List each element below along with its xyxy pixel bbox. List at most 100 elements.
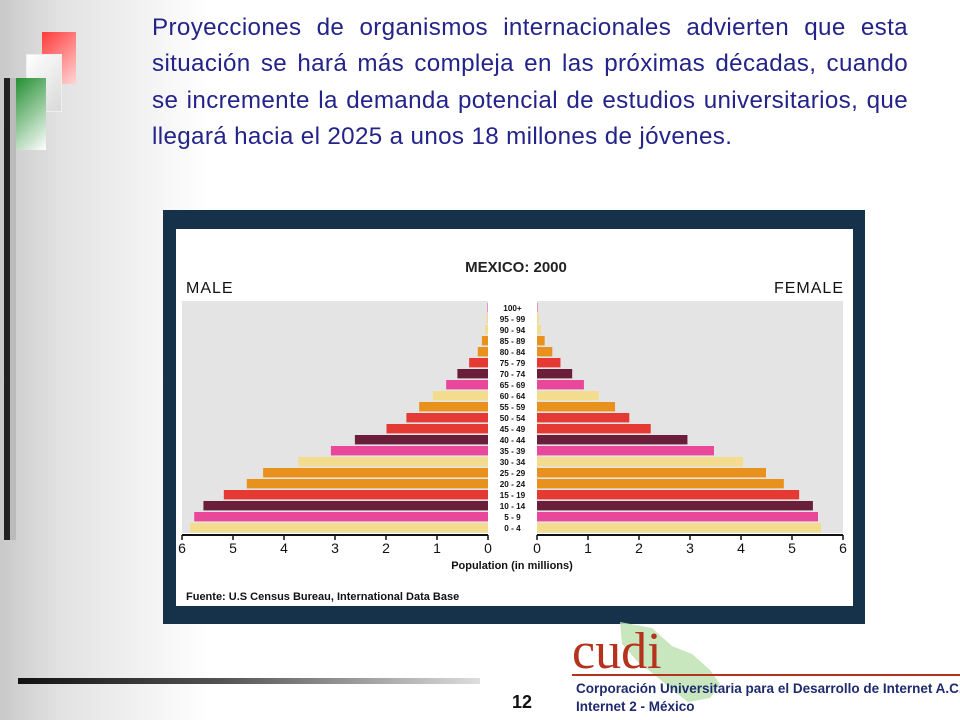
male-bar xyxy=(194,512,489,522)
axis-tick-label: 2 xyxy=(635,540,643,556)
male-bar xyxy=(446,380,488,390)
age-group-label: 85 - 89 xyxy=(500,337,526,346)
male-bar xyxy=(419,402,488,412)
axis-tick-label: 5 xyxy=(788,540,796,556)
axis-tick-label: 3 xyxy=(686,540,694,556)
female-bar xyxy=(537,501,813,511)
slide-paragraph: Proyecciones de organismos internacional… xyxy=(152,14,908,150)
female-bar xyxy=(537,435,688,445)
age-group-label: 10 - 14 xyxy=(500,502,526,511)
male-bar xyxy=(486,314,488,324)
age-group-label: 95 - 99 xyxy=(500,315,526,324)
axis-tick-label: 4 xyxy=(280,540,288,556)
male-bar xyxy=(203,501,489,511)
male-bar xyxy=(487,303,488,313)
age-group-labels: 100+ 95 - 99 90 - 94 85 - 89 80 - 84 75 - 79 7… xyxy=(500,304,526,533)
female-bar xyxy=(537,391,599,401)
female-bar xyxy=(537,380,584,390)
logo-line2: Internet 2 - México xyxy=(576,699,695,714)
age-group-label: 70 - 74 xyxy=(500,370,526,379)
female-bar xyxy=(537,424,651,434)
axis-tick-label: 0 xyxy=(484,540,492,556)
male-bar xyxy=(469,358,488,368)
axis-tick-label: 0 xyxy=(533,540,541,556)
age-group-label: 50 - 54 xyxy=(500,414,526,423)
male-bars xyxy=(190,303,489,533)
male-bar xyxy=(298,457,488,467)
male-bar xyxy=(432,391,488,401)
mexico-map-icon xyxy=(620,622,720,702)
cudi-logo-graphic: cudi Corporación Universitaria para el D… xyxy=(572,622,960,714)
x-axis-label: Population (in millions) xyxy=(451,560,573,572)
female-bar xyxy=(537,468,766,478)
age-group-label: 65 - 69 xyxy=(500,381,526,390)
female-bar xyxy=(537,325,542,335)
chart-source: Fuente: U.S Census Bureau, International… xyxy=(186,591,459,603)
axis-tick-label: 2 xyxy=(382,540,390,556)
female-bar xyxy=(537,446,714,456)
female-bar xyxy=(537,336,545,346)
age-group-label: 0 - 4 xyxy=(504,524,521,533)
male-bar xyxy=(330,446,488,456)
axis-tick-label: 4 xyxy=(737,540,745,556)
footer-divider xyxy=(18,678,480,684)
male-bar xyxy=(406,413,488,423)
female-bar xyxy=(537,402,616,412)
cudi-logo: cudi Corporación Universitaria para el D… xyxy=(560,618,960,720)
male-bar xyxy=(386,424,488,434)
age-group-label: 15 - 19 xyxy=(500,491,526,500)
male-bar xyxy=(484,325,488,335)
female-bar xyxy=(537,347,553,357)
female-bar xyxy=(537,358,561,368)
female-bar xyxy=(537,479,784,489)
axis-tick-label: 6 xyxy=(839,540,847,556)
axis-tick-label: 6 xyxy=(178,540,186,556)
age-group-label: 100+ xyxy=(503,304,522,313)
male-bar xyxy=(457,369,488,379)
age-group-label: 75 - 79 xyxy=(500,359,526,368)
age-group-label: 25 - 29 xyxy=(500,469,526,478)
age-group-label: 30 - 34 xyxy=(500,458,526,467)
age-group-label: 40 - 44 xyxy=(500,436,526,445)
male-bar xyxy=(477,347,488,357)
decorative-vertical-line-shadow xyxy=(10,78,16,540)
female-bar xyxy=(537,457,744,467)
age-group-label: 35 - 39 xyxy=(500,447,526,456)
axis-tick-label: 5 xyxy=(229,540,237,556)
axis-tick-label: 1 xyxy=(584,540,592,556)
female-bar xyxy=(537,314,540,324)
decorative-green-block xyxy=(12,78,46,150)
female-bar xyxy=(537,369,573,379)
female-bar xyxy=(537,523,822,533)
age-group-label: 80 - 84 xyxy=(500,348,526,357)
male-bar xyxy=(354,435,488,445)
age-group-label: 45 - 49 xyxy=(500,425,526,434)
logo-wordmark: cudi xyxy=(572,623,662,680)
age-group-label: 60 - 64 xyxy=(500,392,526,401)
male-x-axis: 6 5 4 3 2 1 0 xyxy=(178,534,492,556)
female-bar xyxy=(537,303,538,313)
female-bars xyxy=(537,303,822,533)
logo-underline xyxy=(572,674,960,676)
age-group-label: 90 - 94 xyxy=(500,326,526,335)
axis-tick-label: 3 xyxy=(331,540,339,556)
logo-line1: Corporación Universitaria para el Desarr… xyxy=(576,681,960,696)
female-bar xyxy=(537,413,630,423)
age-group-label: 5 - 9 xyxy=(504,513,521,522)
male-bar xyxy=(190,523,488,533)
male-bar xyxy=(263,468,488,478)
population-pyramid-chart: MEXICO: 2000 MALE FEMALE 100+ 95 - 99 90 -… xyxy=(178,259,847,603)
female-label: FEMALE xyxy=(774,280,844,297)
female-bar xyxy=(537,490,800,500)
female-bar xyxy=(537,512,819,522)
chart-title: MEXICO: 2000 xyxy=(465,259,567,276)
page-number: 12 xyxy=(511,692,533,712)
age-group-label: 55 - 59 xyxy=(500,403,526,412)
female-x-axis: 0 1 2 3 4 5 6 xyxy=(533,534,847,556)
male-bar xyxy=(246,479,488,489)
male-label: MALE xyxy=(186,280,234,297)
male-bar xyxy=(223,490,488,500)
decorative-vertical-line xyxy=(4,78,10,540)
male-bar xyxy=(481,336,488,346)
chart-panel: MEXICO: 2000 MALE FEMALE 100+ 95 - 99 90 -… xyxy=(176,229,853,606)
